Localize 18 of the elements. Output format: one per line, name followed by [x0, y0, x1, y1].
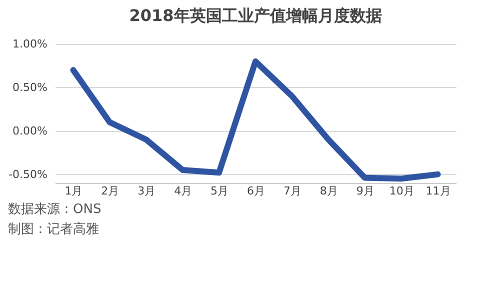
y-tick-label: 1.00% [12, 38, 48, 50]
x-tick-label: 3月 [138, 184, 156, 198]
x-tick-label: 11月 [426, 184, 451, 198]
text: 制图：记者高雅 [8, 221, 100, 239]
x-tick-label: 5月 [210, 184, 229, 198]
y-tick-label: 0.50% [12, 80, 48, 94]
x-tick-label: 2月 [101, 184, 120, 198]
x-tick-label: 9月 [356, 184, 374, 198]
x-tick-label: 6月 [247, 184, 265, 198]
source-note: 数据来源：ONS [8, 201, 102, 219]
x-tick-label: 7月 [283, 184, 302, 198]
x-tick-label: 10月 [389, 184, 414, 198]
chart-title: 2018年英国工业产值增幅月度数据 [129, 6, 382, 25]
y-tick-label: 0.00% [12, 124, 48, 138]
x-tick-label: 1月 [64, 184, 83, 198]
y-tick-label: -0.50% [8, 168, 48, 181]
x-tick-label: 8月 [320, 184, 338, 198]
x-tick-label: 4月 [174, 184, 192, 198]
